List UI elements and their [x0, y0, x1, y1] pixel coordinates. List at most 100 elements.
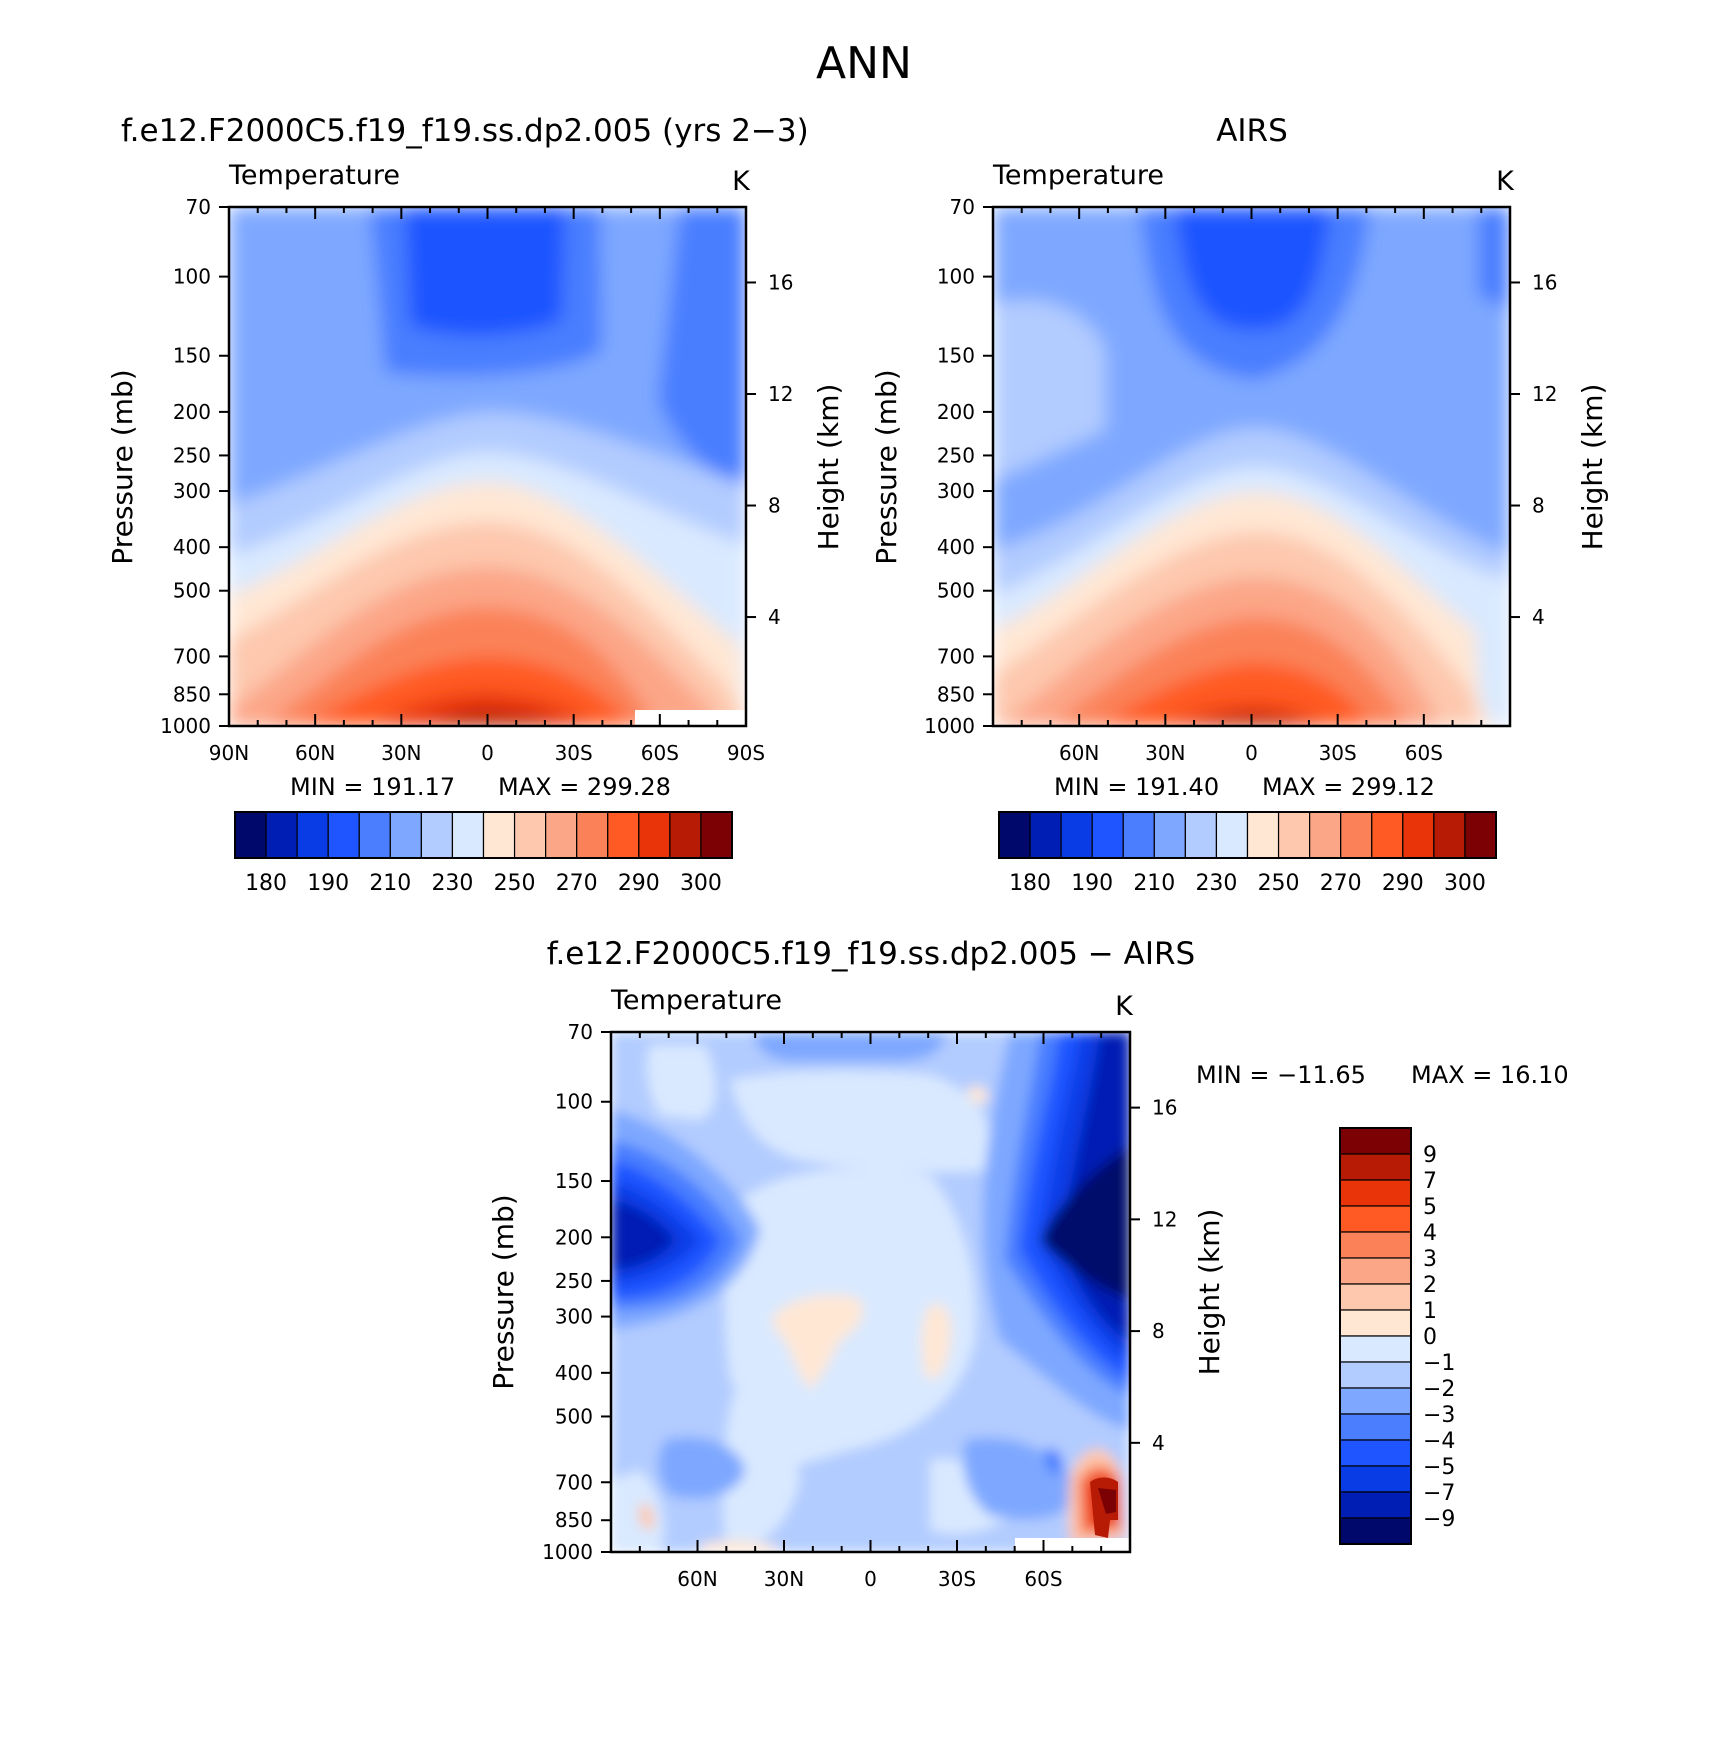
colorbar-label: −7	[1423, 1481, 1455, 1506]
model-field	[229, 207, 746, 726]
colorbar-frame	[234, 811, 733, 859]
obs-axes: 70 100 150 200 250 300 400 500 700 850 1000 4 8 12 16 6…	[924, 195, 1557, 765]
model-units-label: K	[732, 166, 751, 197]
height-tick-label: 16	[1532, 270, 1557, 294]
colorbar-swatch	[296, 811, 329, 859]
height-tick-label: 16	[768, 270, 793, 294]
obs-field	[993, 207, 1510, 726]
latitude-tick-label: 60S	[1024, 1567, 1062, 1591]
pressure-tick-label: 400	[555, 1361, 593, 1385]
latitude-tick-label: 60N	[677, 1567, 717, 1591]
pressure-tick-label: 300	[937, 479, 975, 503]
colorbar-label: 0	[1423, 1325, 1437, 1350]
latitude-tick-label: 90S	[727, 741, 765, 765]
difference-panel: f.e12.F2000C5.f19_f19.ss.dp2.005 − AIRS …	[487, 936, 1569, 1591]
pressure-tick-label: 300	[173, 479, 211, 503]
colorbar-label: 270	[1320, 871, 1362, 896]
colorbar-label: 4	[1423, 1221, 1437, 1246]
latitude-tick-label: 90N	[209, 741, 249, 765]
colorbar-swatch	[1215, 811, 1249, 859]
colorbar-label: 190	[307, 871, 349, 896]
latitude-tick-label: 30N	[764, 1567, 804, 1591]
pressure-tick-label: 850	[173, 682, 211, 706]
colorbar-label: 180	[1009, 871, 1051, 896]
difference-max-label: MAX = 16.10	[1411, 1061, 1569, 1089]
obs-colorbar: 180 190 210 230 250 270 290 300	[998, 811, 1497, 896]
colorbar-swatch	[513, 811, 547, 859]
colorbar-label: 300	[1444, 871, 1486, 896]
pressure-tick-label: 250	[555, 1269, 593, 1293]
colorbar-swatch	[1309, 811, 1342, 859]
colorbar-label: 300	[680, 871, 722, 896]
colorbar-swatch	[1246, 811, 1280, 859]
colorbar-swatch	[1339, 1205, 1412, 1233]
colorbar-swatch	[358, 811, 391, 859]
obs-ylabel: Pressure (mb)	[870, 369, 903, 564]
latitude-tick-label: 0	[1245, 741, 1258, 765]
height-tick-label: 4	[1152, 1431, 1165, 1455]
colorbar-label: 290	[1382, 871, 1424, 896]
height-tick-label: 8	[1152, 1319, 1165, 1343]
colorbar-swatch	[265, 811, 298, 859]
colorbar-swatch	[451, 811, 485, 859]
difference-ylabel-right: Height (km)	[1193, 1209, 1226, 1376]
pressure-tick-label: 70	[186, 195, 211, 219]
colorbar-label: 250	[494, 871, 536, 896]
latitude-tick-label: 30N	[381, 741, 421, 765]
height-tick-label: 12	[1532, 382, 1557, 406]
colorbar-swatch	[1029, 811, 1062, 859]
colorbar-swatch	[1339, 1413, 1412, 1441]
colorbar-label: 190	[1071, 871, 1113, 896]
colorbar-label: 180	[245, 871, 287, 896]
colorbar-label: −1	[1423, 1351, 1455, 1376]
latitude-tick-label: 60N	[1059, 741, 1099, 765]
colorbar-swatch	[1464, 811, 1497, 859]
pressure-tick-label: 500	[555, 1404, 593, 1428]
difference-panel-title: f.e12.F2000C5.f19_f19.ss.dp2.005 − AIRS	[547, 936, 1195, 972]
colorbar-swatch	[1339, 1335, 1412, 1363]
difference-units-label: K	[1115, 991, 1134, 1022]
pressure-tick-label: 400	[937, 535, 975, 559]
model-max-label: MAX = 299.28	[498, 773, 671, 801]
latitude-tick-label: 30S	[555, 741, 593, 765]
colorbar-label: 210	[1133, 871, 1175, 896]
pressure-tick-label: 500	[937, 579, 975, 603]
obs-max-label: MAX = 299.12	[1262, 773, 1435, 801]
colorbar-swatch	[1339, 1231, 1412, 1259]
pressure-tick-label: 850	[555, 1508, 593, 1532]
colorbar-swatch	[1339, 1465, 1412, 1493]
colorbar-label: −9	[1423, 1507, 1455, 1532]
height-tick-label: 12	[768, 382, 793, 406]
height-tick-label: 8	[768, 494, 781, 518]
height-tick-label: 12	[1152, 1207, 1177, 1231]
pressure-tick-label: 100	[555, 1090, 593, 1114]
pressure-tick-label: 150	[937, 344, 975, 368]
pressure-tick-label: 250	[937, 443, 975, 467]
obs-min-label: MIN = 191.40	[1054, 773, 1219, 801]
model-ylabel: Pressure (mb)	[106, 369, 139, 564]
colorbar-label: 9	[1423, 1143, 1437, 1168]
difference-min-label: MIN = −11.65	[1196, 1061, 1366, 1089]
obs-panel-title: AIRS	[1216, 113, 1288, 149]
colorbar-label: 290	[618, 871, 660, 896]
colorbar-swatch	[576, 811, 609, 859]
colorbar-swatch	[1339, 1491, 1412, 1519]
obs-variable-label: Temperature	[992, 160, 1164, 191]
latitude-tick-label: 60N	[295, 741, 335, 765]
latitude-tick-label: 60S	[1405, 741, 1443, 765]
colorbar-label: 1	[1423, 1299, 1437, 1324]
pressure-tick-label: 400	[173, 535, 211, 559]
colorbar-swatch	[545, 811, 578, 859]
pressure-tick-label: 700	[937, 644, 975, 668]
pressure-tick-label: 250	[173, 443, 211, 467]
colorbar-swatch	[607, 811, 640, 859]
difference-plot-area	[611, 1032, 1130, 1552]
height-tick-label: 4	[768, 605, 781, 629]
colorbar-label: 5	[1423, 1195, 1437, 1220]
pressure-tick-label: 1000	[160, 714, 211, 738]
colorbar-swatch	[1339, 1179, 1412, 1207]
colorbar-label: 2	[1423, 1273, 1437, 1298]
colorbar-swatch	[700, 811, 733, 859]
model-colorbar: 180 190 210 230 250 270 290 300	[234, 811, 733, 896]
pressure-tick-label: 200	[555, 1225, 593, 1249]
